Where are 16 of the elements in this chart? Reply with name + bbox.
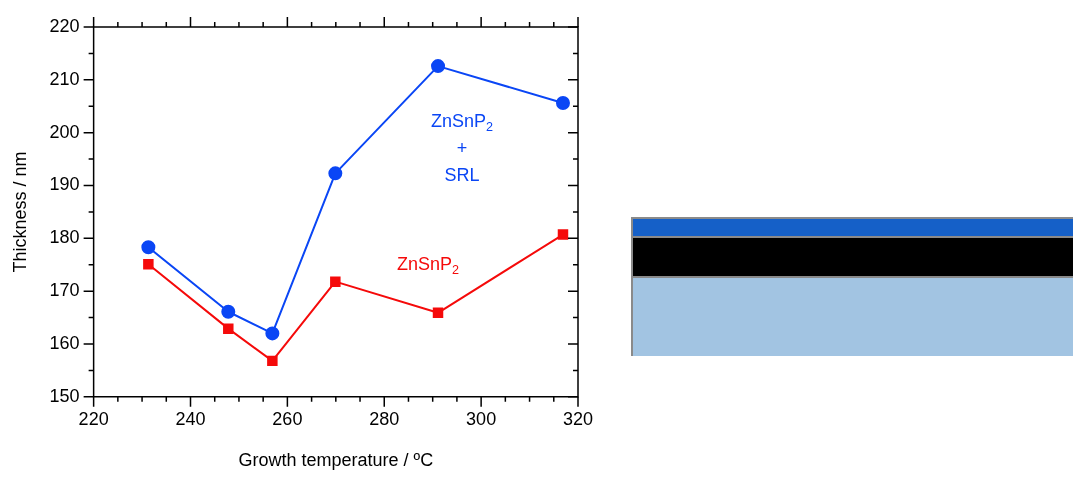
x-tick-label: 320	[562, 408, 594, 429]
y-tick-label: 190	[49, 174, 80, 195]
y-tick-label: 150	[49, 385, 80, 406]
x-tick-label: 260	[272, 408, 303, 429]
y-tick-label: 210	[49, 68, 80, 89]
x-tick-label: 240	[175, 408, 206, 429]
y-axis-title: Thickness / nm	[9, 151, 30, 273]
y-tick-label: 160	[49, 332, 80, 353]
y-tick-label: 180	[49, 227, 80, 248]
x-tick-label: 300	[466, 408, 497, 429]
y-tick-label: 200	[49, 121, 80, 142]
x-tick-label: 280	[369, 408, 400, 429]
x-tick-label: 220	[78, 408, 109, 429]
x-axis-title: Growth temperature / ºC	[238, 450, 434, 471]
y-tick-label: 220	[49, 15, 80, 36]
y-tick-label: 170	[49, 280, 80, 301]
